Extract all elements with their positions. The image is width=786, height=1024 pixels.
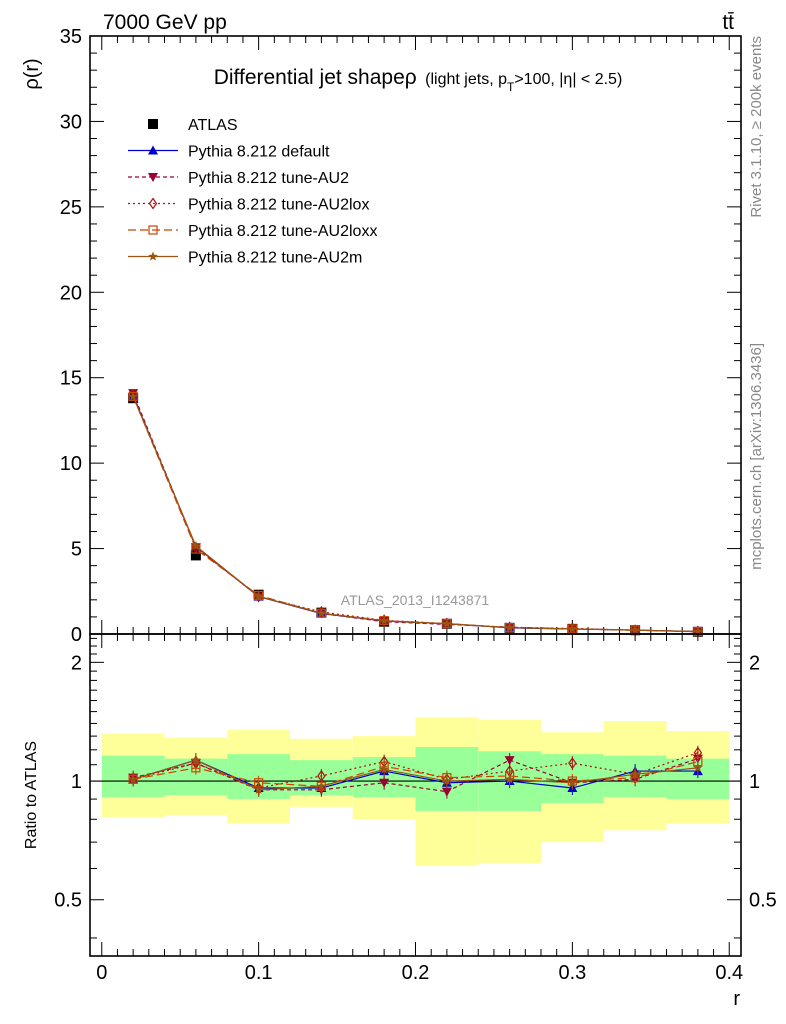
rivet-label: Rivet 3.1.10, ≥ 200k events bbox=[748, 36, 765, 218]
main-data-point bbox=[630, 625, 640, 635]
legend-entry: Pythia 8.212 tune-AU2lox bbox=[128, 197, 369, 214]
main-ytick-label: 25 bbox=[60, 197, 82, 219]
main-ylabel: ρ(r) bbox=[21, 58, 43, 89]
legend-marker bbox=[148, 145, 158, 155]
main-ytick-label: 15 bbox=[60, 368, 82, 390]
ratio-data-point bbox=[630, 769, 640, 779]
main-ytick-label: 20 bbox=[60, 282, 82, 304]
main-data-point bbox=[442, 618, 452, 628]
ratio-data-point bbox=[379, 764, 389, 774]
ratio-series-line bbox=[132, 759, 698, 791]
ratio-xlabel: r bbox=[733, 988, 740, 1010]
ratio-panel: 0.5 0.5 1 1 2 2 0 0.1 0.2 0.3 0.4 Ratio to ATLAS r bbox=[23, 633, 777, 1010]
ratio-xtick-label: 0.2 bbox=[402, 962, 430, 984]
legend-marker bbox=[148, 225, 158, 235]
main-data-point bbox=[191, 541, 201, 551]
energy-label: 7000 GeV pp bbox=[103, 11, 227, 34]
main-panel: 0 5 10 15 20 25 30 35 ATLAS_2013_I1243871 Diffe… bbox=[21, 26, 742, 646]
main-data-point bbox=[128, 388, 138, 401]
chart-title-sub-index: T bbox=[507, 80, 515, 94]
ratio-data-point bbox=[504, 774, 515, 784]
legend-label: ATLAS bbox=[188, 117, 238, 134]
ratio-ytick-label: 2 bbox=[71, 652, 82, 674]
ratio-ytick-label: 0.5 bbox=[54, 890, 82, 912]
main-data-point bbox=[190, 550, 201, 561]
chart-title-sub-post: >100, |η| < 2.5) bbox=[514, 71, 622, 88]
legend-label: Pythia 8.212 default bbox=[188, 144, 330, 161]
main-data-point bbox=[379, 615, 389, 625]
chart-title-sub-pre: (light jets, p bbox=[425, 71, 507, 88]
legend-entry: Pythia 8.212 default bbox=[128, 144, 330, 161]
ratio-data-point bbox=[316, 781, 327, 791]
chart-title: Differential jet shapeρ (light jets, pT>… bbox=[214, 66, 623, 94]
legend-marker bbox=[148, 197, 158, 210]
chart-title-main: Differential jet shapeρ bbox=[214, 66, 417, 89]
ratio-series-line bbox=[133, 758, 699, 793]
main-watermark: ATLAS_2013_I1243871 bbox=[341, 592, 490, 608]
main-ytick-label: 10 bbox=[60, 453, 82, 475]
main-series-5 bbox=[128, 391, 703, 636]
ratio-series-line bbox=[132, 759, 698, 789]
ratio-data-point bbox=[567, 777, 578, 787]
ratio-ytick-label-right: 1 bbox=[749, 771, 760, 793]
main-data-point bbox=[567, 623, 578, 633]
ratio-xtick-label: 0 bbox=[96, 962, 107, 984]
legend-label: Pythia 8.212 tune-AU2m bbox=[188, 250, 362, 267]
legend: ATLAS Pythia 8.212 default Pythia 8.212 tu… bbox=[128, 117, 377, 267]
ratio-ytick-label: 1 bbox=[71, 771, 82, 793]
ratio-data-point bbox=[379, 778, 390, 788]
main-ytick-label: 30 bbox=[60, 111, 82, 133]
ratio-xtick-label: 0.4 bbox=[715, 962, 743, 984]
legend-marker bbox=[148, 251, 158, 261]
ratio-series-4 bbox=[128, 753, 703, 797]
main-ytick-label: 35 bbox=[60, 26, 82, 48]
legend-entry: Pythia 8.212 tune-AU2loxx bbox=[128, 223, 377, 240]
ratio-ylabel: Ratio to ATLAS bbox=[23, 741, 40, 849]
main-ytick-label: 5 bbox=[71, 539, 82, 561]
process-label: tt̄ bbox=[722, 11, 734, 34]
ratio-data-point bbox=[693, 762, 703, 772]
main-data-point bbox=[505, 621, 514, 634]
main-data-point bbox=[693, 626, 703, 636]
main-data-point bbox=[442, 617, 452, 630]
main-ytick-label: 0 bbox=[71, 624, 82, 646]
chart-title-sub: (light jets, pT>100, |η| < 2.5) bbox=[425, 71, 622, 94]
ratio-data-point bbox=[568, 757, 577, 770]
legend-label: Pythia 8.212 tune-AU2lox bbox=[188, 197, 369, 214]
main-data-point bbox=[253, 591, 264, 601]
legend-label: Pythia 8.212 tune-AU2loxx bbox=[188, 223, 377, 240]
legend-marker bbox=[148, 173, 158, 182]
ratio-ytick-label-right: 2 bbox=[749, 652, 760, 674]
ratio-xtick-label: 0.1 bbox=[245, 962, 273, 984]
legend-entry: Pythia 8.212 tune-AU2 bbox=[128, 170, 349, 187]
ratio-data-point bbox=[442, 776, 452, 786]
ratio-ytick-label-right: 0.5 bbox=[749, 890, 777, 912]
ratio-xtick-label: 0.3 bbox=[558, 962, 586, 984]
legend-entry: ATLAS bbox=[148, 117, 238, 134]
ratio-data-point bbox=[191, 755, 201, 765]
main-data-point bbox=[316, 608, 327, 618]
mcplots-label: mcplots.cern.ch [arXiv:1306.3436] bbox=[748, 343, 765, 570]
main-data-point bbox=[379, 614, 389, 627]
ratio-data-point bbox=[128, 774, 138, 784]
ratio-data-point bbox=[441, 787, 452, 797]
main-data-point bbox=[504, 622, 515, 632]
legend-entry: Pythia 8.212 tune-AU2m bbox=[128, 250, 362, 267]
legend-label: Pythia 8.212 tune-AU2 bbox=[188, 170, 349, 187]
main-data-point bbox=[128, 391, 138, 401]
main-series-line bbox=[132, 396, 698, 633]
legend-marker bbox=[148, 119, 158, 129]
ratio-data-point bbox=[253, 784, 264, 794]
ratio-data-point bbox=[504, 756, 515, 766]
